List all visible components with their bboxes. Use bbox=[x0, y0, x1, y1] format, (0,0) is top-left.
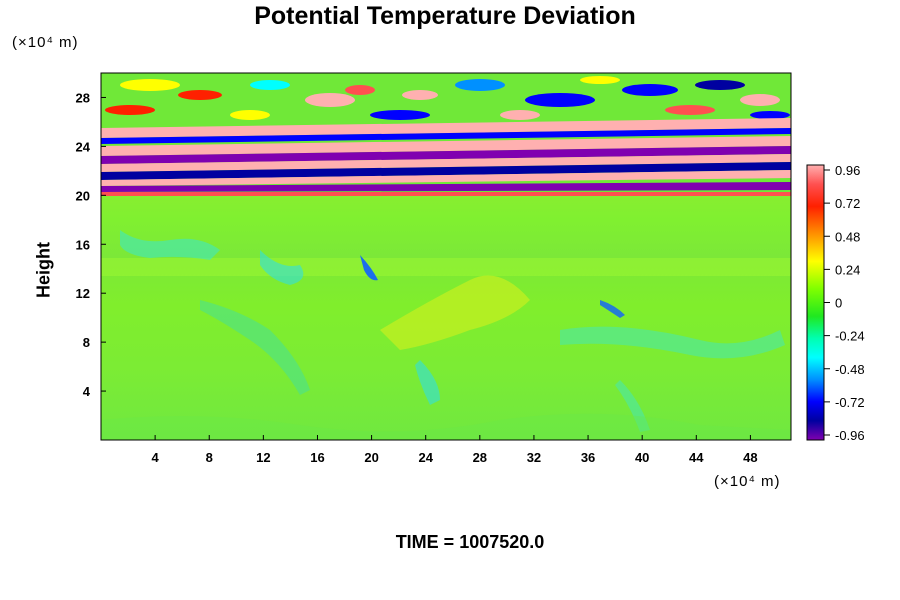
x-tick-label: 36 bbox=[581, 450, 595, 465]
x-tick-label: 20 bbox=[364, 450, 378, 465]
x-tick-label: 4 bbox=[152, 450, 160, 465]
x-tick-label: 12 bbox=[256, 450, 270, 465]
plot-frame bbox=[100, 72, 792, 441]
x-tick-label: 32 bbox=[527, 450, 541, 465]
colorbar-tick-label: 0.72 bbox=[835, 196, 860, 211]
colorbar-tick-label: -0.72 bbox=[835, 395, 865, 410]
y-tick-label: 8 bbox=[83, 335, 90, 350]
y-tick-label: 20 bbox=[76, 188, 90, 203]
y-ticks: 4 8 12 16 20 24 28 bbox=[76, 90, 106, 399]
x-tick-label: 40 bbox=[635, 450, 649, 465]
heatmap-field bbox=[101, 73, 791, 440]
colorbar-tick-label: 0 bbox=[835, 296, 842, 311]
y-tick-label: 24 bbox=[76, 139, 91, 154]
colorbar-tick-label: 0.48 bbox=[835, 229, 860, 244]
x-axis-unit: (×10⁴ m) bbox=[714, 473, 781, 490]
colorbar-tick-label: -0.96 bbox=[835, 428, 865, 443]
x-tick-label: 48 bbox=[743, 450, 757, 465]
x-tick-label: 16 bbox=[310, 450, 324, 465]
y-tick-label: 4 bbox=[83, 384, 91, 399]
chart-title: Potential Temperature Deviation bbox=[254, 2, 636, 30]
colorbar-tick-label: 0.24 bbox=[835, 262, 860, 277]
colorbar-tick-label: -0.24 bbox=[835, 329, 865, 344]
x-tick-label: 24 bbox=[418, 450, 433, 465]
x-tick-label: 44 bbox=[689, 450, 704, 465]
colorbar-tick-label: -0.48 bbox=[835, 362, 865, 377]
x-tick-label: 28 bbox=[473, 450, 487, 465]
y-tick-label: 28 bbox=[76, 90, 90, 105]
x-tick-label: 8 bbox=[206, 450, 213, 465]
y-tick-label: 12 bbox=[76, 286, 90, 301]
x-ticks: 4 8 12 16 20 24 28 32 36 40 44 48 bbox=[152, 435, 758, 465]
colorbar bbox=[806, 164, 825, 441]
time-label: TIME = 1007520.0 bbox=[395, 532, 545, 552]
colorbar-ticks: 0.96 0.72 0.48 0.24 0 -0.24 -0.48 -0.72 -0.96 bbox=[824, 163, 865, 443]
y-axis-unit: (×10⁴ m) bbox=[12, 34, 79, 51]
y-tick-label: 16 bbox=[76, 237, 90, 252]
colorbar-tick-label: 0.96 bbox=[835, 163, 860, 178]
